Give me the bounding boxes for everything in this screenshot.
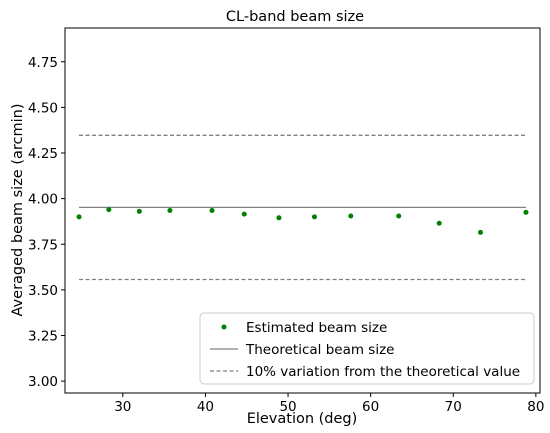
y-tick-label: 4.25 <box>28 146 58 162</box>
estimated-point <box>241 211 247 217</box>
estimated-point <box>167 208 173 213</box>
y-tick-label: 4.00 <box>28 192 58 208</box>
legend-label-variation: 10% variation from the theoretical value <box>246 364 520 380</box>
x-tick-label: 40 <box>197 399 214 415</box>
x-axis-label: Elevation (deg) <box>247 411 358 427</box>
y-axis-ticks: 3.00 3.25 3.50 3.75 4.00 4.25 4.50 4.75 <box>28 55 65 390</box>
estimated-point <box>523 209 529 215</box>
x-tick-label: 80 <box>527 399 544 415</box>
estimated-point <box>209 208 215 213</box>
y-tick-label: 4.75 <box>28 55 58 71</box>
estimated-point <box>478 229 484 235</box>
estimated-point <box>348 213 354 219</box>
y-tick-label: 4.50 <box>28 100 58 116</box>
legend-marker-estimated <box>221 324 227 330</box>
y-tick-label: 3.25 <box>28 329 58 345</box>
y-tick-label: 3.00 <box>28 374 58 390</box>
estimated-point <box>396 213 402 219</box>
estimated-point <box>436 220 442 226</box>
x-tick-label: 30 <box>114 399 131 415</box>
chart-title: CL-band beam size <box>226 9 364 25</box>
legend: Estimated beam size Theoretical beam siz… <box>199 312 535 385</box>
y-axis-label: Averaged beam size (arcmin) <box>10 104 26 317</box>
legend-label-estimated: Estimated beam size <box>246 320 387 336</box>
y-tick-label: 3.75 <box>28 237 58 253</box>
y-tick-label: 3.50 <box>28 283 58 299</box>
estimated-point <box>106 207 112 213</box>
x-tick-label: 70 <box>445 399 462 415</box>
estimated-points <box>76 207 529 235</box>
reference-lines <box>79 134 526 281</box>
estimated-point <box>276 215 282 221</box>
legend-box <box>199 312 535 385</box>
estimated-point <box>76 214 82 220</box>
x-tick-label: 50 <box>279 399 296 415</box>
x-axis-ticks: 30 40 50 60 70 80 <box>114 393 544 415</box>
x-tick-label: 60 <box>362 399 379 415</box>
estimated-point <box>311 214 317 220</box>
legend-label-theoretical: Theoretical beam size <box>245 342 394 358</box>
estimated-point <box>136 208 142 214</box>
